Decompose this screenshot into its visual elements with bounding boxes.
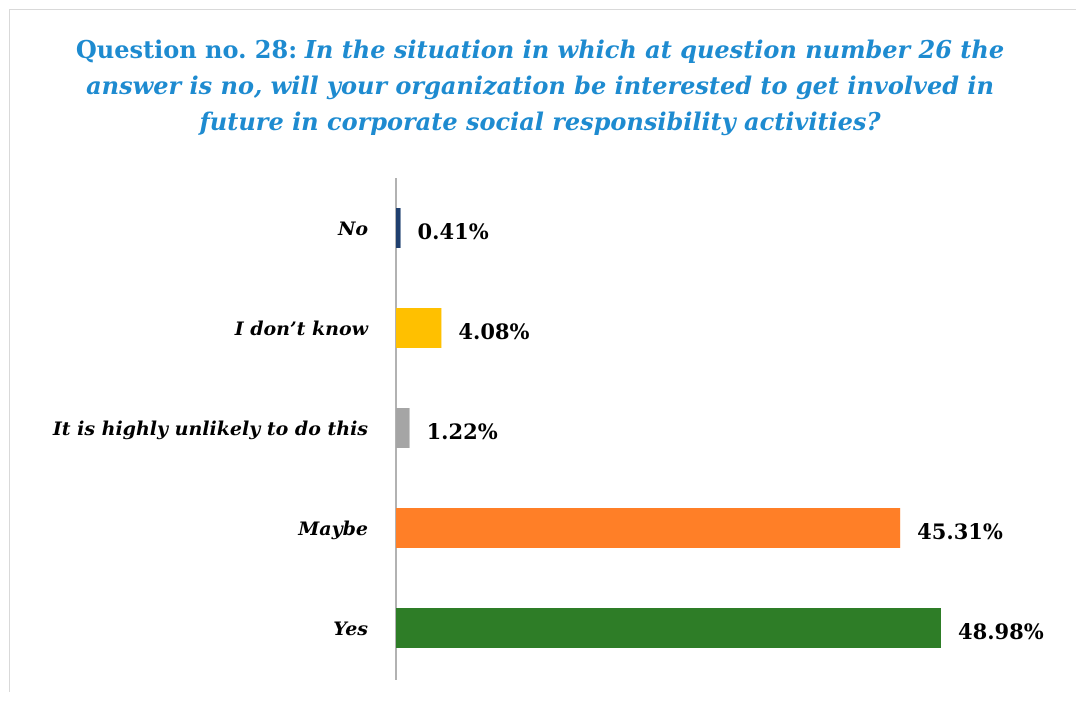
chart-title-question: In the situation in which at question nu… [86, 35, 1005, 136]
value-label-3: 45.31% [917, 519, 1003, 544]
bar-3 [396, 508, 901, 548]
bar-2 [396, 408, 410, 448]
value-label-1: 4.08% [458, 319, 529, 344]
bar-4 [396, 608, 941, 648]
value-label-2: 1.22% [427, 419, 498, 444]
value-label-0: 0.41% [418, 219, 489, 244]
category-label-3: Maybe [297, 518, 368, 540]
bar-1 [396, 308, 442, 348]
category-label-2: It is highly unlikely to do this [52, 418, 368, 440]
chart-title-prefix: Question no. 28: [75, 35, 298, 64]
chart-frame [9, 9, 1076, 692]
category-label-0: No [337, 218, 368, 240]
value-label-4: 48.98% [958, 619, 1044, 644]
bar-0 [396, 208, 401, 248]
chart-title: Question no. 28: In the situation in whi… [60, 32, 1020, 140]
category-label-4: Yes [333, 618, 368, 640]
category-label-1: I don’t know [234, 318, 369, 340]
